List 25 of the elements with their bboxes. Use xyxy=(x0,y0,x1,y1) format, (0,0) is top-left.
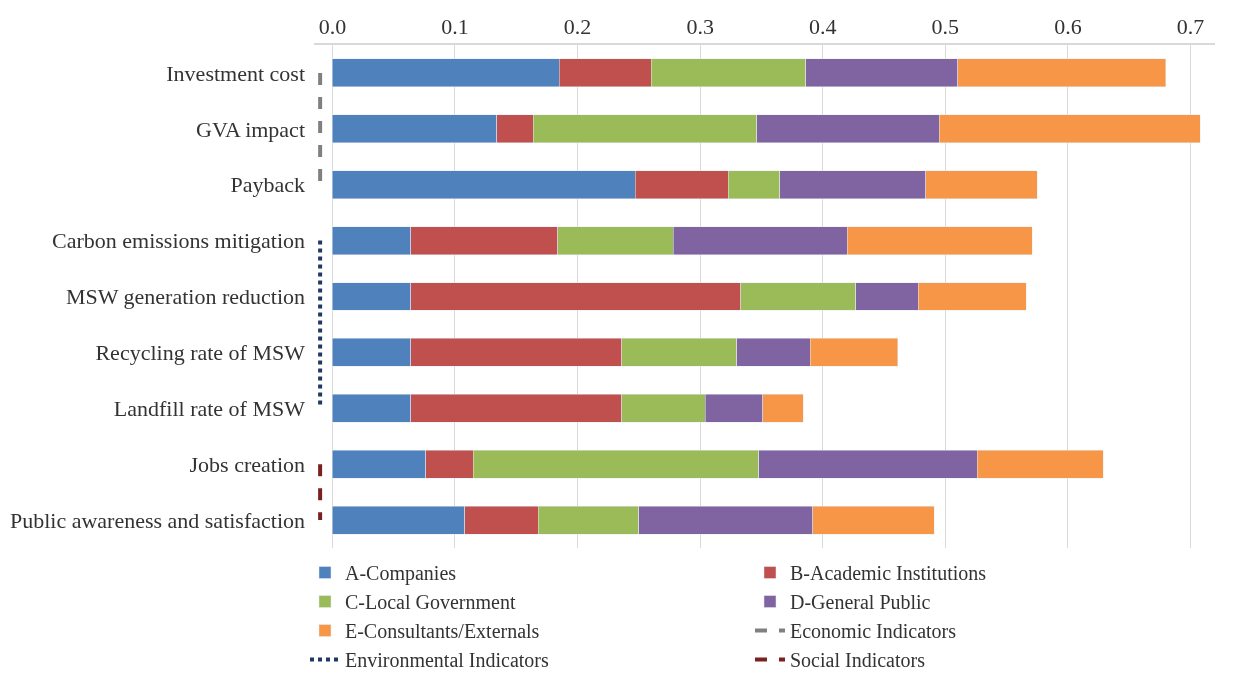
legend-label: A-Companies xyxy=(344,562,457,586)
legend-label: E-Consultants/Externals xyxy=(344,620,540,643)
y-tick-label: GVA impact xyxy=(196,116,305,142)
y-tick-label: Carbon emissions mitigation xyxy=(52,228,305,254)
x-tick-label: 0.0 xyxy=(318,14,347,40)
x-tick-label: 0.6 xyxy=(1054,14,1082,40)
legend-label: Environmental Indicators xyxy=(344,649,550,672)
legend-label: Economic Indicators xyxy=(789,620,957,643)
x-tick-label: 0.4 xyxy=(808,14,837,40)
legend-label: D-General Public xyxy=(789,591,931,614)
x-tick-label: 0.2 xyxy=(563,14,592,40)
x-tick-label: 0.3 xyxy=(686,14,714,40)
y-tick-label: MSW generation reduction xyxy=(65,284,305,310)
legend-label: C-Local Government xyxy=(344,591,516,614)
legend-label: Social Indicators xyxy=(789,649,926,672)
y-tick-label: Recycling rate of MSW xyxy=(95,340,306,366)
x-tick-label: 0.5 xyxy=(931,14,960,40)
x-tick-label: 0.1 xyxy=(441,14,469,40)
legend-label: B-Academic Institutions xyxy=(789,562,987,585)
y-tick-label: Public awareness and satisfaction xyxy=(9,507,305,533)
y-tick-label: Landfill rate of MSW xyxy=(113,395,306,421)
x-tick-label: 0.7 xyxy=(1176,14,1205,40)
y-tick-label: Jobs creation xyxy=(189,451,305,477)
y-tick-label: Payback xyxy=(230,172,305,198)
y-tick-label: Investment cost xyxy=(166,60,305,86)
